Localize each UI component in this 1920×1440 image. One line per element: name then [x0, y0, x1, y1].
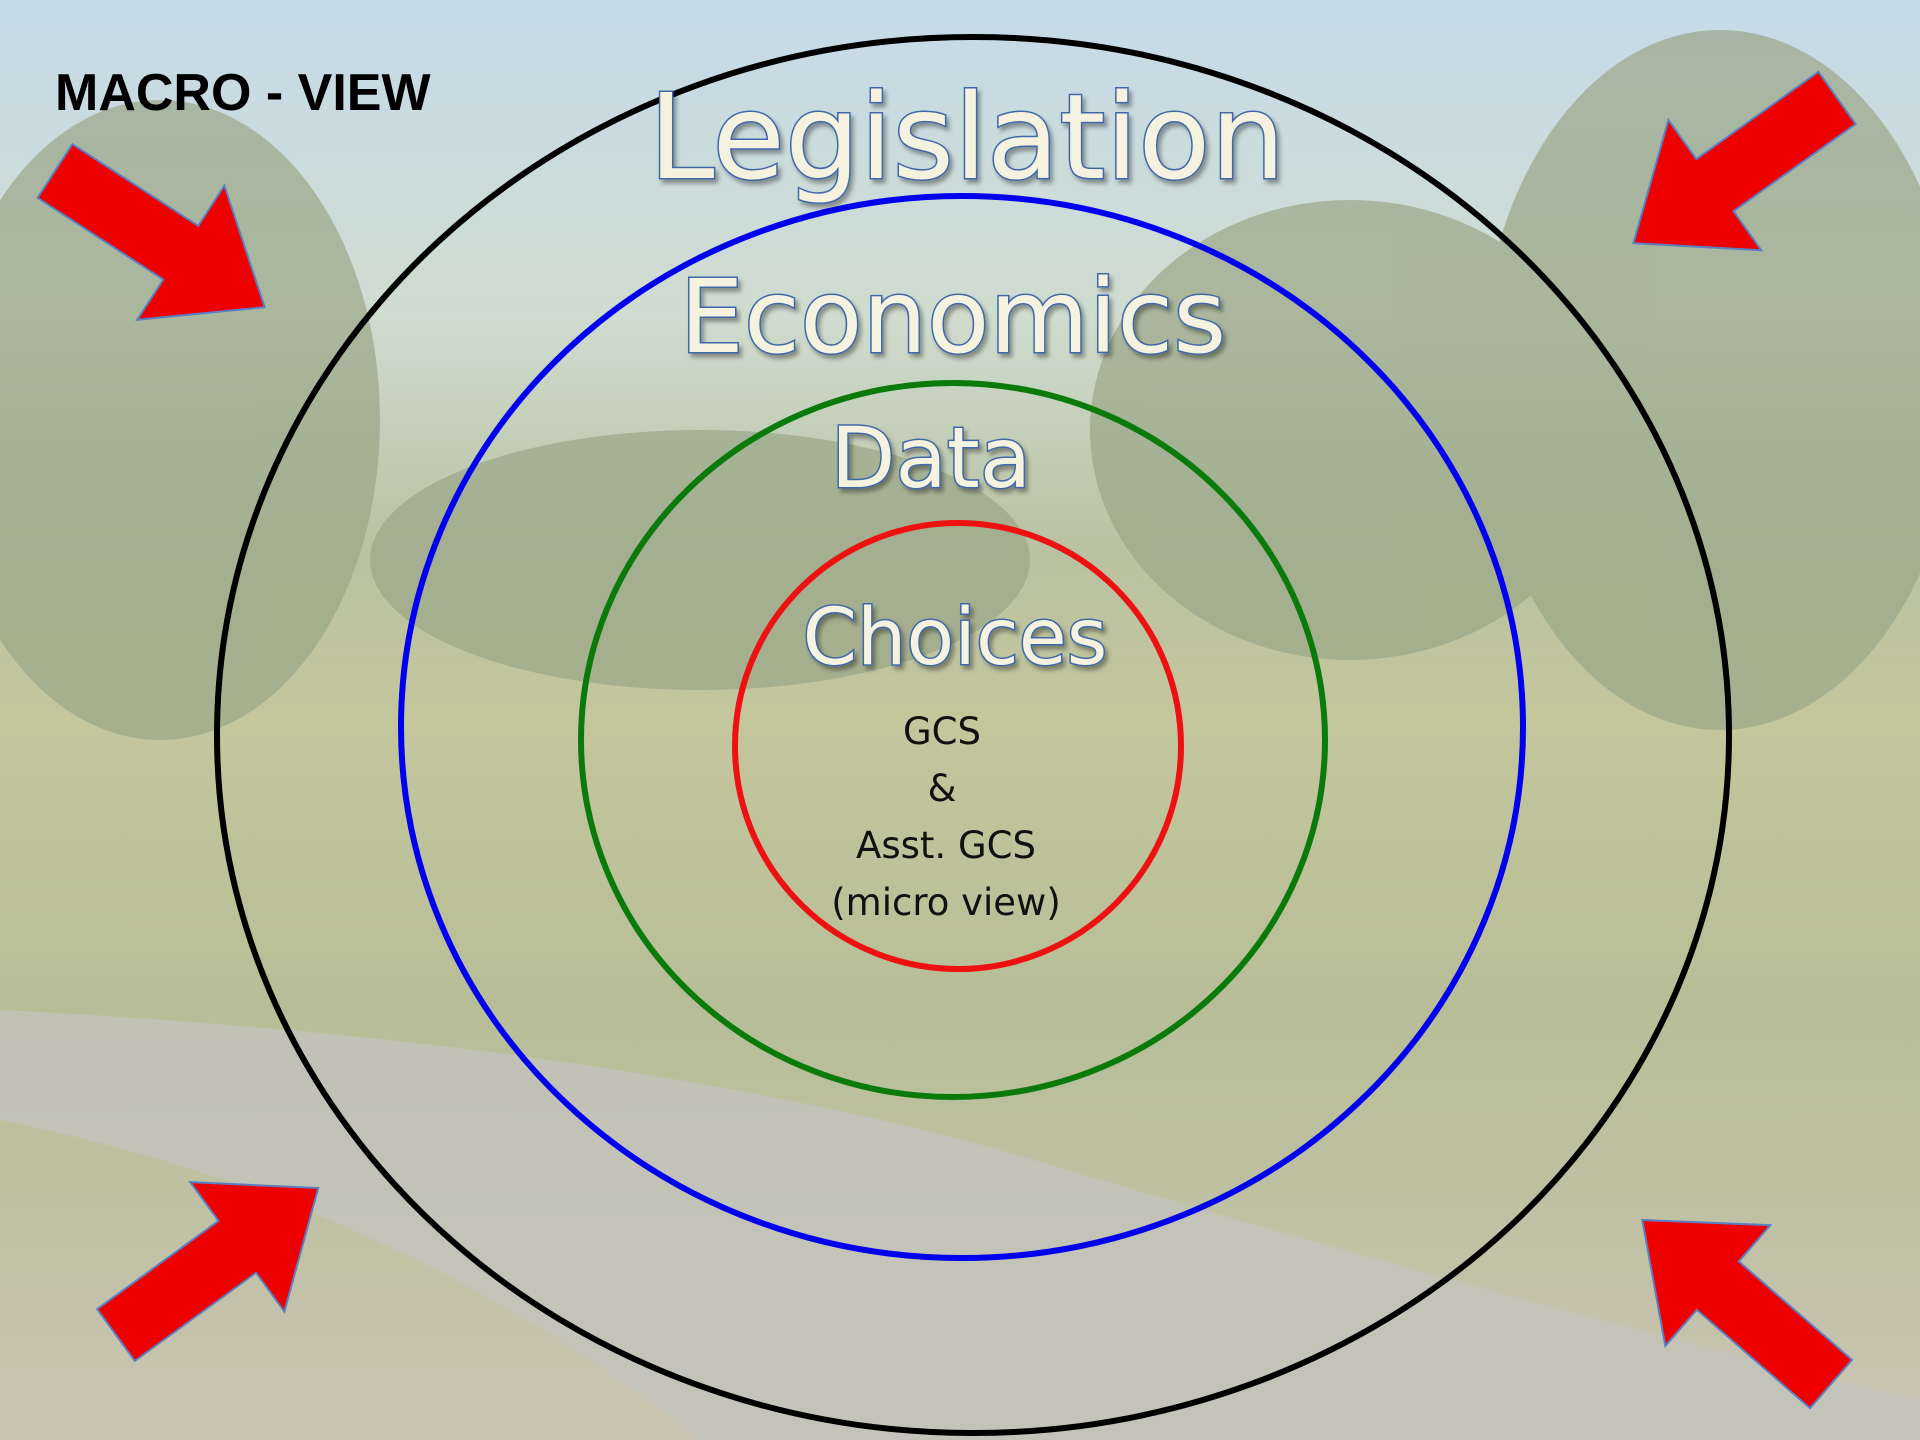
center-line: GCS — [903, 710, 981, 753]
title: MACRO - VIEW — [55, 64, 431, 122]
center-line: (micro view) — [831, 881, 1061, 924]
ring-label: Choices — [803, 593, 1108, 683]
slide: MACRO - VIEW Legislation Economics Data … — [0, 0, 1920, 1440]
center-line: Asst. GCS — [856, 824, 1036, 867]
ring-label: Legislation — [649, 68, 1286, 206]
ring-label: Economics — [680, 258, 1227, 377]
ring-label: Data — [831, 409, 1032, 507]
center-line: & — [928, 767, 957, 810]
